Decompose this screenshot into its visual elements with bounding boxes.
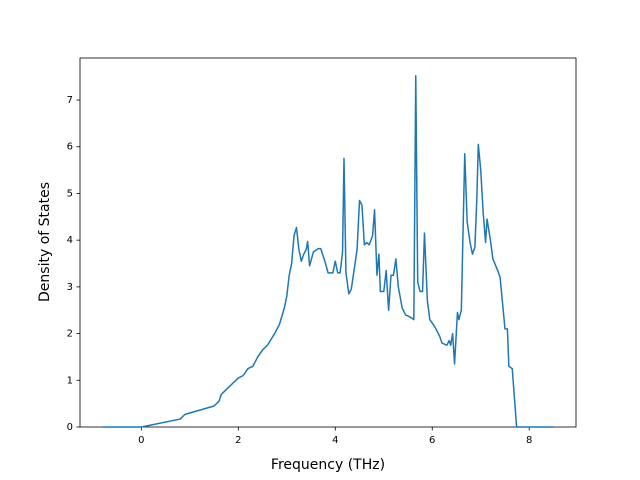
y-tick-label: 6 [67,142,73,153]
x-axis-label: Frequency (THz) [271,457,385,473]
y-tick-label: 2 [67,329,73,340]
y-tick-label: 5 [67,188,73,199]
y-axis-label: Density of States [37,182,53,302]
x-tick-label: 6 [429,435,435,446]
plot-frame [79,57,577,428]
y-tick-label: 7 [67,95,73,106]
x-tick-label: 8 [526,435,532,446]
x-tick-label: 4 [332,435,338,446]
x-tick-label: 0 [138,435,144,446]
y-tick-label: 4 [67,235,73,246]
y-tick-label: 1 [67,375,73,386]
x-tick-label: 2 [235,435,241,446]
y-tick-label: 3 [67,282,73,293]
y-tick-label: 0 [67,422,73,433]
data-line [102,75,554,428]
